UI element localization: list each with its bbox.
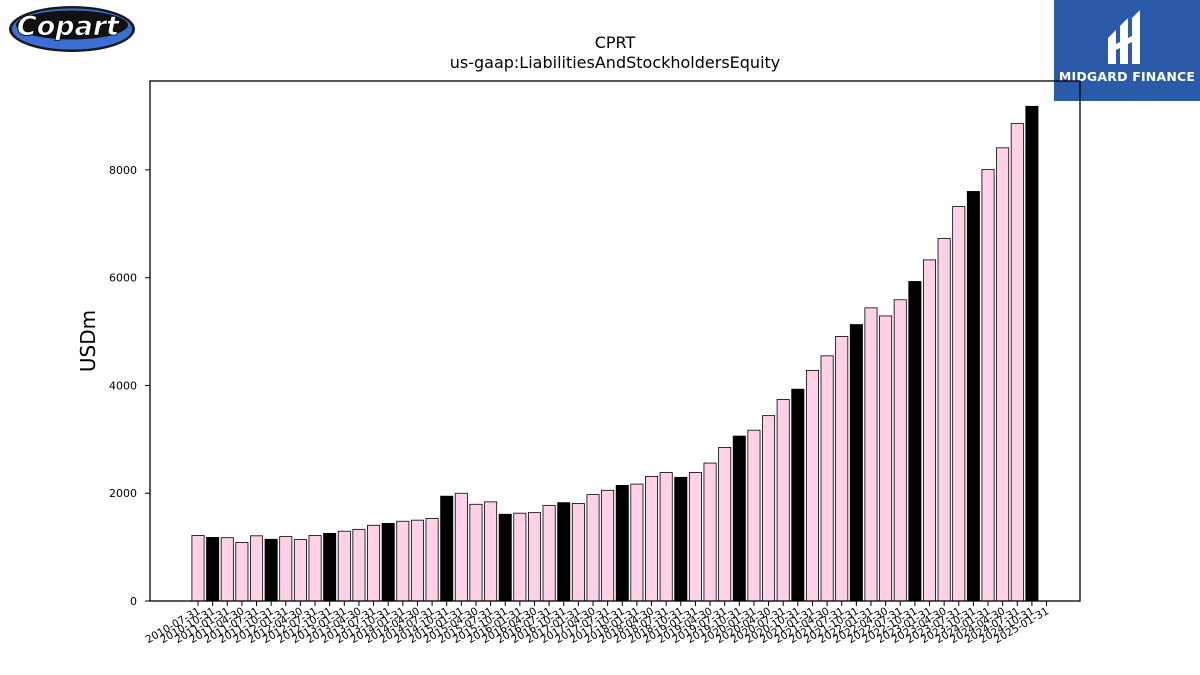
bar-2013-10-31: [381, 523, 395, 602]
bar-2014-01-31: [396, 520, 410, 602]
bar-2016-07-31: [542, 504, 556, 602]
bar-2021-07-31: [835, 336, 849, 602]
bars-group: [191, 105, 1039, 602]
bar-2012-04-30: [293, 539, 307, 602]
plot-frame: [149, 80, 1081, 602]
bar-2024-04-30: [996, 147, 1010, 602]
midgard-glyph-icon: [1108, 10, 1140, 64]
bar-2023-10-31: [966, 191, 980, 602]
midgard-finance-text: MIDGARD FINANCE: [1058, 69, 1196, 84]
bar-2011-10-31: [264, 538, 278, 602]
y-axis-ticks: 0 2000 4000 6000 8000: [109, 164, 150, 608]
bar-2019-04-30: [703, 462, 717, 602]
bar-2022-04-30: [879, 315, 893, 602]
bar-2017-10-31: [615, 485, 629, 602]
bar-2012-01-31: [279, 536, 293, 602]
bar-2021-10-31: [849, 324, 863, 602]
bar-2011-04-30: [235, 542, 249, 602]
bar-2020-01-31: [747, 429, 761, 602]
bar-2014-04-30: [410, 519, 424, 602]
bar-2019-07-31: [718, 447, 732, 602]
bar-2023-07-31: [952, 206, 966, 602]
bar-2022-01-31: [864, 307, 878, 602]
bar-2021-01-31: [805, 369, 819, 602]
bar-2011-01-31: [220, 537, 234, 602]
y-tick-label: 8000: [109, 164, 137, 177]
y-tick-label: 0: [130, 595, 137, 608]
bar-2024-10-31: [1025, 105, 1039, 602]
bar-2017-04-30: [586, 494, 600, 602]
bar-2018-04-30: [645, 476, 659, 602]
bar-2023-04-30: [937, 237, 951, 602]
bar-2020-10-31: [791, 388, 805, 602]
bar-2012-10-31: [323, 532, 337, 602]
bar-2019-01-31: [688, 472, 702, 602]
bar-2024-07-31: [1010, 123, 1024, 602]
y-tick-label: 4000: [109, 379, 137, 392]
bar-2018-10-31: [674, 476, 688, 602]
y-tick-label: 6000: [109, 272, 137, 285]
chart-title: CPRT: [595, 33, 636, 52]
bar-2021-04-30: [820, 355, 834, 602]
bar-2017-07-31: [601, 489, 615, 602]
bar-2011-07-31: [250, 535, 264, 602]
bar-2018-01-31: [630, 483, 644, 602]
midgard-finance-logo: MIDGARD FINANCE: [1054, 0, 1200, 101]
bar-2010-07-31: [191, 535, 205, 602]
bar-2023-01-31: [923, 259, 937, 602]
chart-subtitle: us-gaap:LiabilitiesAndStockholdersEquity: [450, 53, 781, 72]
bar-2015-07-31: [484, 501, 498, 602]
bar-2016-04-30: [527, 512, 541, 602]
bar-2013-01-31: [337, 530, 351, 602]
bar-2015-01-31: [454, 492, 468, 602]
bar-2015-10-31: [498, 513, 512, 602]
bar-2013-04-30: [352, 528, 366, 602]
bar-2014-10-31: [440, 495, 454, 602]
bar-2018-07-31: [659, 472, 673, 602]
copart-logo-graphic: Copart: [9, 6, 135, 52]
y-tick-label: 2000: [109, 487, 137, 500]
bar-2019-10-31: [732, 435, 746, 602]
copart-logo: Copart: [4, 4, 136, 54]
bar-2013-07-31: [367, 524, 381, 602]
bar-2022-10-31: [908, 281, 922, 602]
bar-2015-04-30: [469, 503, 483, 602]
bar-2022-07-31: [893, 299, 907, 602]
bar-2017-01-31: [571, 503, 585, 602]
copart-logo-text: Copart: [17, 11, 120, 42]
bar-2012-07-31: [308, 535, 322, 602]
bar-2010-10-31: [206, 537, 220, 602]
x-axis-ticks: 2010-07-312010-10-312011-01-312011-04-30…: [144, 601, 1051, 646]
bar-2016-01-31: [513, 512, 527, 602]
bar-2024-01-31: [981, 168, 995, 602]
bar-2016-10-31: [557, 502, 571, 602]
y-axis-label: USDm: [76, 310, 100, 372]
bar-2014-07-31: [425, 518, 439, 602]
bar-2020-07-31: [776, 399, 790, 602]
bar-2020-04-30: [762, 415, 776, 602]
